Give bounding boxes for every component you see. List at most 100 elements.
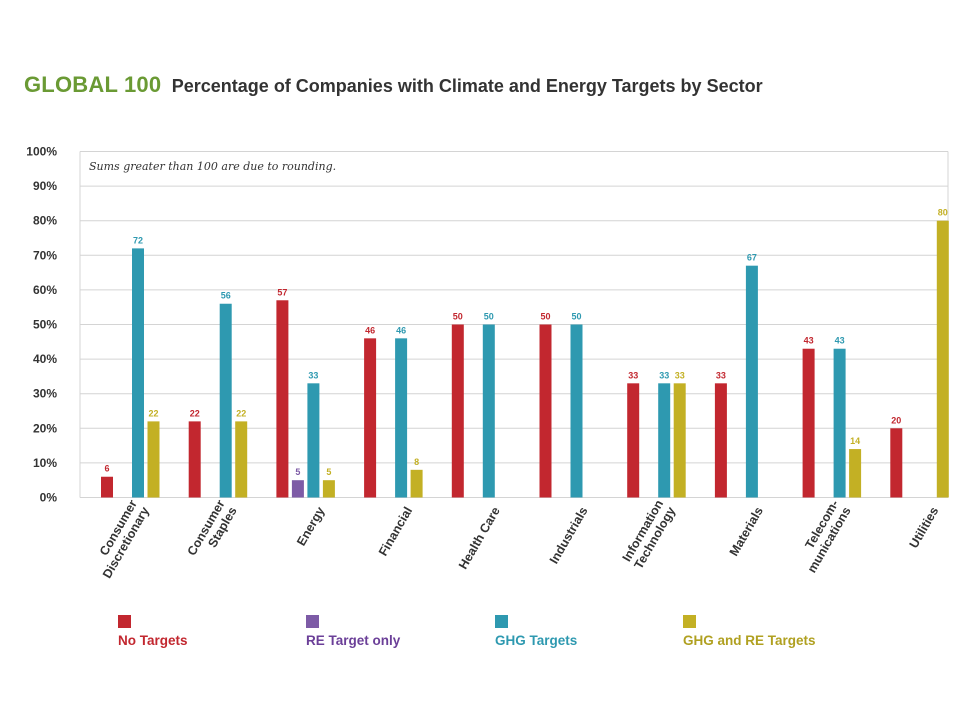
bar bbox=[658, 383, 671, 498]
legend-label-ghg-and-re-targets: GHG and RE Targets bbox=[683, 633, 816, 648]
bar bbox=[307, 383, 320, 498]
y-tick-label: 90% bbox=[33, 179, 57, 193]
chart-title: Percentage of Companies with Climate and… bbox=[171, 76, 763, 96]
legend-swatch-no-targets bbox=[118, 615, 131, 628]
legend-item-no-targets: No Targets bbox=[118, 615, 188, 648]
data-label: 22 bbox=[190, 408, 200, 418]
data-label: 72 bbox=[133, 235, 143, 245]
x-tick-label: Financial bbox=[376, 505, 415, 559]
data-label: 8 bbox=[414, 457, 419, 467]
x-tick-label: Energy bbox=[294, 504, 327, 548]
data-labels: 6 22 57 46 50 50 33 33 43 20 5 72 56 33 46 50 50 33 67 43 22… bbox=[104, 208, 947, 478]
legend-label-no-targets: No Targets bbox=[118, 633, 188, 648]
data-label: 56 bbox=[221, 291, 231, 301]
x-tick-label-line: Materials bbox=[727, 504, 766, 558]
data-label: 22 bbox=[236, 408, 246, 418]
data-label: 50 bbox=[540, 312, 550, 322]
x-tick-label: Industrials bbox=[547, 504, 591, 566]
legend-swatch-ghg-and-re-targets bbox=[683, 615, 696, 628]
bar bbox=[101, 476, 113, 498]
y-tick-label: 70% bbox=[33, 248, 57, 262]
y-tick-label: 80% bbox=[33, 214, 57, 228]
bar bbox=[936, 220, 949, 498]
bar bbox=[627, 383, 640, 498]
bar bbox=[890, 428, 903, 498]
legend-item-re-target-only: RE Target only bbox=[306, 615, 400, 648]
data-label: 5 bbox=[295, 467, 300, 477]
bar bbox=[322, 480, 335, 498]
data-label: 43 bbox=[835, 336, 845, 346]
legend-item-ghg-targets: GHG Targets bbox=[495, 615, 577, 648]
legend-label-ghg-targets: GHG Targets bbox=[495, 633, 578, 648]
bar bbox=[291, 480, 304, 498]
y-tick-label: 50% bbox=[33, 318, 57, 332]
x-tick-label: Health Care bbox=[456, 504, 503, 571]
bar bbox=[451, 324, 464, 498]
y-tick-label: 0% bbox=[40, 491, 58, 505]
legend-item-ghg-and-re-targets: GHG and RE Targets bbox=[683, 615, 816, 648]
bar bbox=[539, 324, 552, 498]
bar bbox=[802, 348, 815, 498]
bar bbox=[395, 338, 408, 498]
bar bbox=[745, 265, 758, 498]
brand-title: GLOBAL 100 bbox=[24, 72, 162, 97]
x-tick-label-line: Utilities bbox=[907, 504, 942, 550]
x-tick-label: Utilities bbox=[907, 504, 942, 550]
legend-label-re-target-only: RE Target only bbox=[306, 633, 401, 648]
bar bbox=[364, 338, 377, 498]
data-label: 43 bbox=[804, 336, 814, 346]
bar bbox=[714, 383, 727, 498]
data-label: 6 bbox=[104, 464, 109, 474]
data-label: 33 bbox=[716, 370, 726, 380]
data-label: 50 bbox=[484, 312, 494, 322]
bar bbox=[188, 421, 201, 498]
chart-header: GLOBAL 100 Percentage of Companies with … bbox=[24, 72, 763, 98]
data-label: 20 bbox=[891, 415, 901, 425]
bar bbox=[235, 421, 248, 498]
x-tick-label-line: Health Care bbox=[456, 504, 503, 571]
y-axis: 0% 10% 20% 30% 40% 50% 60% 70% 80% 90% 100% bbox=[26, 145, 57, 505]
bar bbox=[849, 449, 862, 498]
bar bbox=[482, 324, 495, 498]
data-label: 46 bbox=[396, 325, 406, 335]
bar bbox=[276, 300, 289, 498]
y-tick-label: 100% bbox=[26, 145, 57, 159]
legend-swatch-re-target-only bbox=[306, 615, 319, 628]
data-label: 33 bbox=[659, 370, 669, 380]
legend-swatch-ghg-targets bbox=[495, 615, 508, 628]
bar bbox=[132, 248, 144, 498]
data-label: 46 bbox=[365, 325, 375, 335]
y-tick-label: 30% bbox=[33, 387, 57, 401]
bar bbox=[219, 303, 232, 498]
x-tick-label: Materials bbox=[727, 504, 766, 558]
data-label: 33 bbox=[628, 370, 638, 380]
grid-lines bbox=[79, 151, 949, 498]
bar bbox=[833, 348, 846, 498]
y-tick-label: 40% bbox=[33, 352, 57, 366]
x-tick-label-line: Financial bbox=[376, 505, 415, 559]
bar bbox=[410, 469, 423, 498]
bar bbox=[673, 383, 686, 498]
x-tick-label-line: Industrials bbox=[547, 504, 591, 566]
data-label: 14 bbox=[850, 436, 860, 446]
data-label: 33 bbox=[675, 370, 685, 380]
bar bbox=[570, 324, 583, 498]
chart-note: Sums greater than 100 are due to roundin… bbox=[89, 160, 336, 173]
y-tick-label: 60% bbox=[33, 283, 57, 297]
bar bbox=[147, 421, 160, 498]
y-tick-label: 20% bbox=[33, 421, 57, 435]
data-label: 80 bbox=[938, 208, 948, 218]
x-tick-label: Telecom-munications bbox=[802, 498, 853, 576]
data-label: 33 bbox=[308, 370, 318, 380]
data-label: 67 bbox=[747, 253, 757, 263]
y-tick-label: 10% bbox=[33, 456, 57, 470]
data-label: 22 bbox=[148, 408, 158, 418]
data-label: 57 bbox=[277, 287, 287, 297]
data-label: 5 bbox=[326, 467, 331, 477]
data-label: 50 bbox=[453, 312, 463, 322]
